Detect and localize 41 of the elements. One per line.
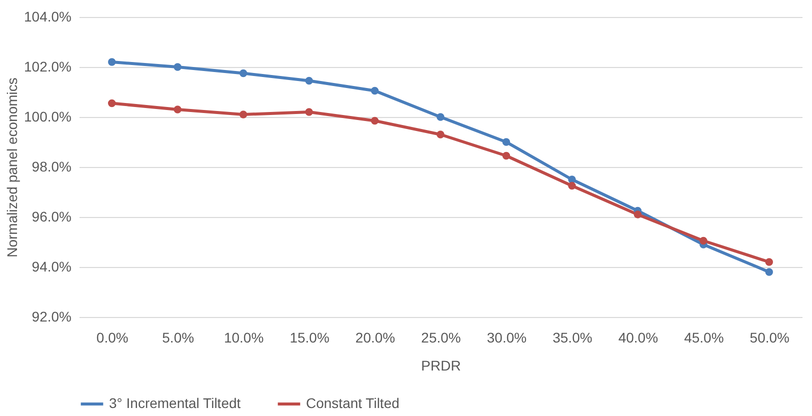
point [765, 258, 774, 266]
point [436, 130, 444, 138]
point [239, 110, 248, 118]
x-tick-label: 15.0% [290, 330, 330, 346]
x-tick-label: 10.0% [224, 330, 264, 346]
point [700, 236, 708, 245]
point [305, 76, 313, 85]
legend-label: Constant Tilted [306, 395, 400, 411]
y-axis-title: Normalized panel economics [4, 78, 20, 258]
x-tick-label: 45.0% [684, 330, 724, 346]
x-tick-label: 0.0% [96, 330, 128, 346]
y-tick-label: 100.0% [24, 108, 72, 124]
x-tick-label: 30.0% [486, 330, 527, 346]
x-tick-label: 35.0% [552, 330, 592, 346]
point [305, 108, 313, 116]
y-tick-label: 104.0% [24, 8, 72, 24]
x-tick-label: 50.0% [750, 330, 790, 346]
point [174, 63, 182, 71]
x-tick-label: 40.0% [618, 330, 658, 346]
x-tick-label: 5.0% [162, 330, 194, 346]
y-tick-label: 98.0% [32, 158, 72, 174]
point [502, 138, 510, 146]
point [174, 106, 182, 114]
x-tick-label: 25.0% [421, 330, 461, 346]
point [108, 58, 116, 66]
x-tick-label: 20.0% [355, 330, 396, 346]
point [568, 182, 576, 190]
x-axis-title: PRDR [421, 358, 461, 374]
point [634, 210, 642, 218]
y-tick-label: 94.0% [32, 258, 72, 274]
legend-label: 3° Incremental Tiltedt [109, 395, 241, 411]
point [108, 99, 116, 108]
y-tick-label: 102.0% [24, 58, 72, 74]
point [370, 86, 379, 95]
point [239, 69, 248, 78]
y-tick-label: 92.0% [32, 308, 72, 324]
point [502, 152, 510, 160]
y-tick-label: 96.0% [32, 208, 72, 224]
point [370, 116, 379, 125]
point [765, 268, 774, 276]
point [436, 113, 444, 121]
